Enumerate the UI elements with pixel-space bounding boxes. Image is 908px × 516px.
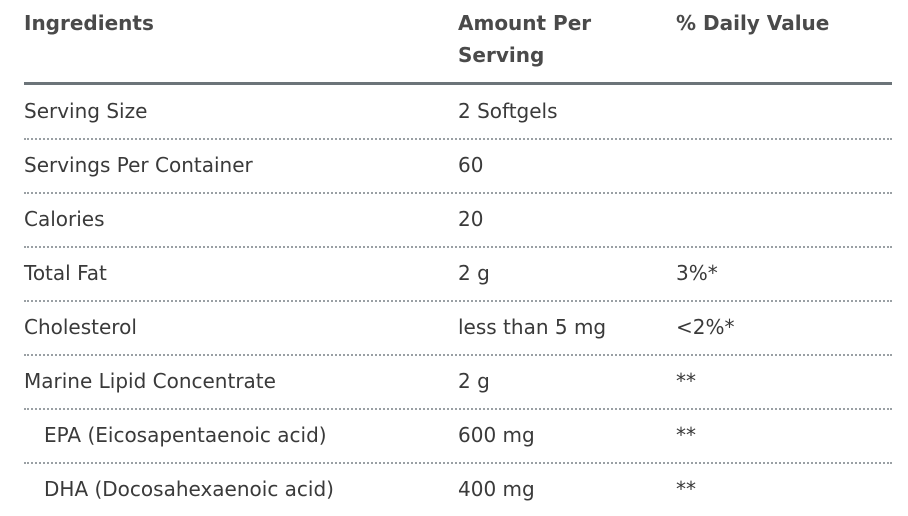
table-cell: 60: [458, 153, 484, 177]
table-cell: Marine Lipid Concentrate: [24, 369, 276, 393]
column-header: Ingredients: [24, 11, 154, 35]
table-cell: **: [676, 423, 696, 447]
table-cell: Total Fat: [24, 261, 107, 285]
row-separator: [24, 462, 892, 464]
row-separator: [24, 354, 892, 356]
header-rule: [24, 82, 892, 85]
table-cell: Cholesterol: [24, 315, 137, 339]
row-separator: [24, 408, 892, 410]
table-cell: Serving Size: [24, 99, 148, 123]
table-cell: **: [676, 477, 696, 501]
table-cell: DHA (Docosahexaenoic acid): [44, 477, 334, 501]
column-header: Amount Per Serving: [458, 11, 592, 67]
table-cell: Servings Per Container: [24, 153, 253, 177]
table-cell: less than 5 mg: [458, 315, 607, 339]
table-cell: EPA (Eicosapentaenoic acid): [44, 423, 327, 447]
column-header: % Daily Value: [676, 11, 830, 35]
table-cell: **: [676, 369, 696, 393]
table-cell: 3%*: [676, 261, 718, 285]
table-cell: 400 mg: [458, 477, 535, 501]
table-cell: 20: [458, 207, 484, 231]
table-cell: 600 mg: [458, 423, 535, 447]
table-cell: Calories: [24, 207, 105, 231]
table-cell: 2 g: [458, 261, 490, 285]
row-separator: [24, 138, 892, 140]
table-cell: 2 Softgels: [458, 99, 558, 123]
row-separator: [24, 192, 892, 194]
row-separator: [24, 300, 892, 302]
table-cell: 2 g: [458, 369, 490, 393]
table-cell: <2%*: [676, 315, 735, 339]
row-separator: [24, 246, 892, 248]
